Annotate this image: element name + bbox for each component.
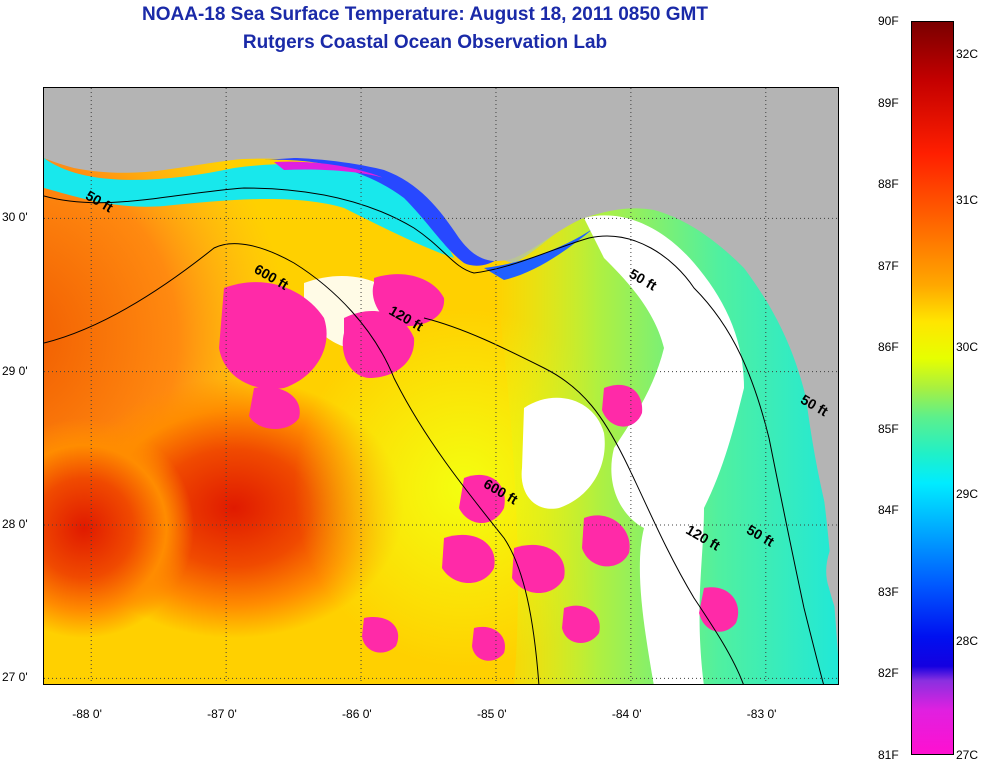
map-title: NOAA-18 Sea Surface Temperature: August …	[142, 4, 708, 25]
latitude-label: 30 0'	[2, 210, 28, 225]
land-mask	[44, 88, 838, 617]
celsius-label: 32C	[956, 46, 979, 61]
latitude-label: 27 0'	[2, 670, 28, 685]
fahrenheit-label: 88F	[878, 177, 899, 192]
temperature-colorbar	[911, 21, 954, 755]
latitude-label: 29 0'	[2, 363, 28, 378]
fahrenheit-label: 82F	[878, 666, 899, 681]
fahrenheit-label: 87F	[878, 258, 899, 273]
cold-anomaly-patches	[219, 88, 739, 661]
graticule	[44, 88, 838, 684]
longitude-label: -83 0'	[746, 707, 777, 721]
longitude-label: -87 0'	[207, 707, 237, 721]
longitude-label: -88 0'	[72, 707, 102, 721]
map-subtitle: Rutgers Coastal Ocean Observation Lab	[242, 32, 608, 53]
longitude-label: -85 0'	[476, 707, 507, 721]
longitude-label: -84 0'	[611, 707, 642, 721]
celsius-label: 31C	[956, 193, 979, 208]
cloud-mask	[304, 215, 744, 684]
fahrenheit-label: 89F	[878, 95, 899, 110]
longitude-label: -86 0'	[342, 707, 372, 721]
celsius-label: 28C	[956, 633, 979, 648]
fahrenheit-label: 83F	[878, 584, 899, 599]
fahrenheit-label: 86F	[878, 340, 899, 355]
celsius-label: 29C	[956, 487, 979, 502]
celsius-label: 27C	[956, 748, 979, 762]
celsius-label: 30C	[956, 340, 979, 355]
bathymetry-contours	[44, 187, 824, 684]
fahrenheit-label: 84F	[878, 503, 899, 518]
fahrenheit-label: 90F	[878, 14, 899, 28]
fahrenheit-label: 81F	[878, 748, 899, 762]
latitude-label: 28 0'	[2, 517, 28, 531]
fahrenheit-label: 85F	[878, 421, 899, 436]
sst-map: 50 ft 600 ft 120 ft 50 ft 600 ft 120 ft 50 ft 5…	[43, 87, 839, 685]
